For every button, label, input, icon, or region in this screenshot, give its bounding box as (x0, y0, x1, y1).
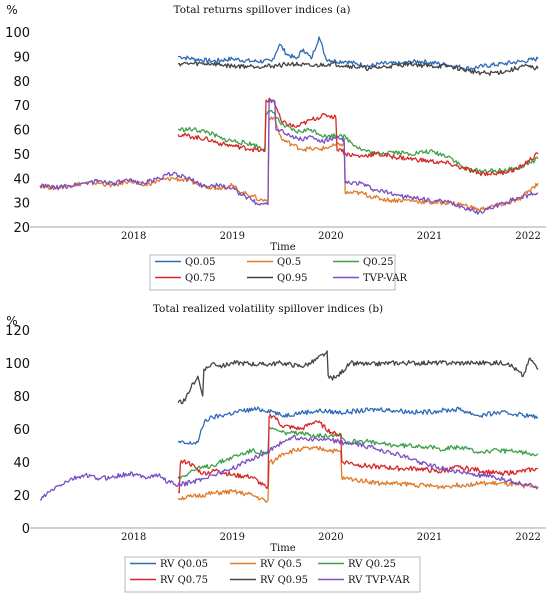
series-line-rv-q0-75 (177, 413, 539, 494)
series-line-rv-q0-25 (177, 426, 539, 480)
legend-label: Q0.95 (277, 273, 307, 284)
y-tick-label: 0 (22, 522, 30, 537)
x-tick-label: 2021 (417, 532, 442, 543)
y-tick-label: 120 (5, 324, 30, 339)
series-group (40, 350, 539, 503)
series-line-q0-25 (178, 109, 539, 174)
x-tick-label: 2018 (121, 231, 146, 242)
legend-label: RV Q0.5 (260, 559, 302, 570)
series-line-rv-q0-5 (177, 445, 539, 503)
series-group (39, 36, 539, 215)
y-tick-label: 80 (13, 75, 30, 90)
series-line-tvp-var (39, 98, 539, 215)
legend-label: RV TVP-VAR (348, 575, 410, 586)
y-tick-label: 100 (5, 26, 30, 41)
x-tick-label: 2021 (417, 231, 442, 242)
y-tick-label: 60 (13, 423, 30, 438)
series-line-q0-95 (177, 60, 539, 76)
series-line-rv-q0-05 (177, 406, 539, 445)
x-tick-label: 2022 (515, 231, 540, 242)
y-tick-label: 40 (13, 456, 30, 471)
legend-label: Q0.05 (185, 257, 215, 268)
legend-box (149, 254, 396, 291)
legend-label: RV Q0.95 (260, 575, 308, 586)
x-tick-label: 2020 (318, 231, 343, 242)
chart-title: Total realized volatility spillover indi… (153, 303, 383, 315)
y-tick-label: 20 (13, 221, 30, 236)
y-tick-label: 80 (13, 390, 30, 405)
legend-label: Q0.75 (185, 273, 215, 284)
series-line-q0-05 (177, 36, 539, 72)
series-line-rv-tvp-var (40, 434, 539, 501)
panel-b: Total realized volatility spillover indi… (5, 303, 546, 593)
x-tick-label: 2018 (121, 532, 146, 543)
y-tick-label: 30 (13, 197, 30, 212)
x-tick-label: 2019 (220, 231, 245, 242)
y-tick-label: 50 (13, 148, 30, 163)
series-line-q0-75 (177, 97, 539, 177)
y-tick-label: 40 (13, 172, 30, 187)
y-tick-label: 70 (13, 99, 30, 114)
x-tick-label: 2022 (515, 532, 540, 543)
legend-label: RV Q0.25 (348, 559, 396, 570)
y-tick-label: 100 (5, 357, 30, 372)
legend-box (124, 556, 421, 593)
unit-label: % (6, 3, 17, 17)
legend-label: Q0.5 (277, 257, 301, 268)
y-tick-label: 60 (13, 124, 30, 139)
x-axis-title: Time (270, 242, 295, 253)
x-axis-title: Time (270, 543, 295, 554)
x-tick-label: 2020 (318, 532, 343, 543)
series-line-rv-q0-95 (177, 350, 539, 405)
legend-label: RV Q0.75 (160, 575, 208, 586)
panel-a: Total returns spillover indices (a)% 20 30… (5, 3, 546, 291)
x-tick-label: 2019 (220, 532, 245, 543)
chart-title: Total returns spillover indices (a) (174, 4, 351, 16)
legend-label: RV Q0.05 (160, 559, 208, 570)
legend-label: Q0.25 (363, 257, 393, 268)
y-tick-label: 90 (13, 50, 30, 65)
series-line-q0-5 (39, 116, 539, 212)
legend-label: TVP-VAR (363, 273, 407, 284)
unit-label: % (6, 314, 17, 328)
y-tick-label: 20 (13, 489, 30, 504)
